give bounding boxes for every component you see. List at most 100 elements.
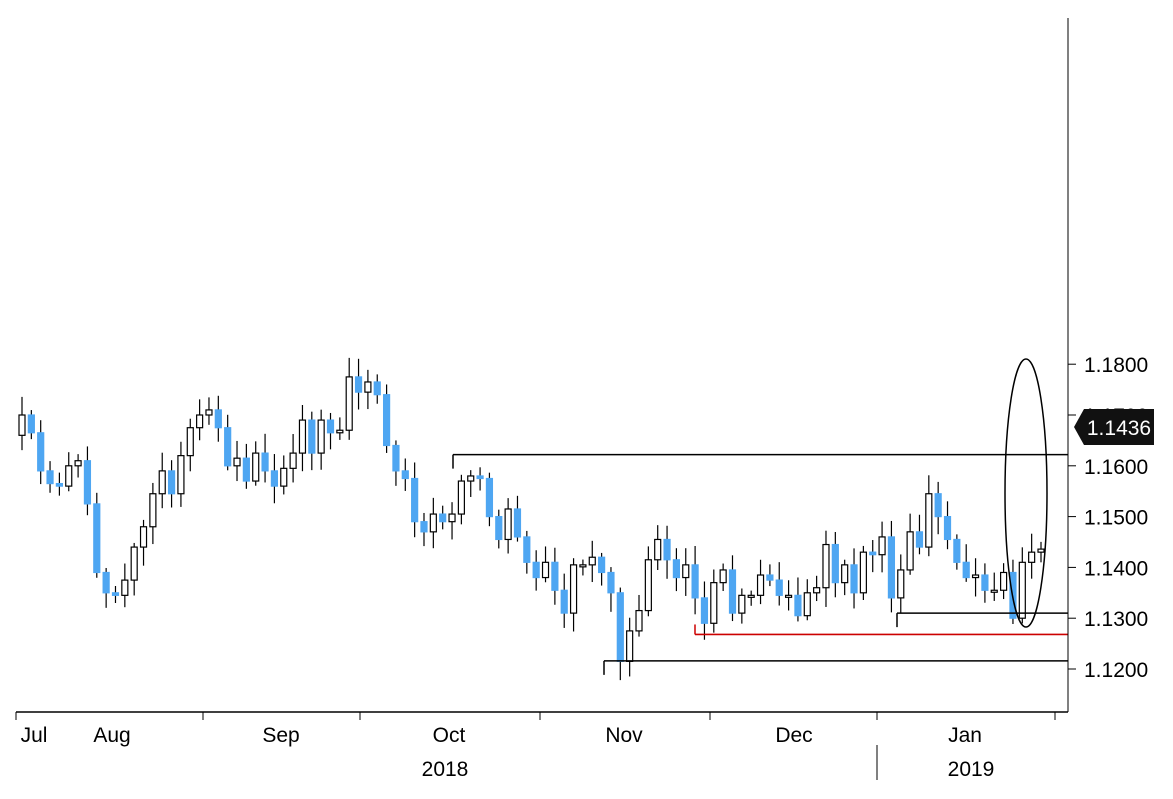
candle-up [813, 587, 821, 594]
candle-up [635, 609, 643, 632]
candle-down [551, 561, 559, 591]
candle-up [878, 536, 886, 556]
candle-down [102, 571, 110, 594]
x-tick-label: Sep [262, 724, 299, 747]
candle-up [1037, 548, 1045, 553]
candle-up [280, 467, 288, 487]
candle-down [46, 470, 54, 485]
candle-down [934, 493, 942, 518]
candle-down [962, 561, 970, 579]
candle-up [784, 594, 793, 598]
candle-down [411, 477, 419, 523]
x-axis: Jul Aug Sep Oct Nov Dec Jan [15, 712, 1056, 747]
candle-up [448, 513, 456, 523]
candle-down [382, 394, 391, 447]
candle-up [74, 460, 82, 467]
level-lines [452, 453, 1068, 675]
candle-up [925, 493, 933, 548]
candle-up [654, 538, 662, 561]
candle-up [1000, 571, 1008, 591]
candle-up [252, 452, 260, 482]
candle-down [887, 536, 896, 599]
candle-down [354, 376, 363, 393]
candle-up [467, 475, 475, 482]
candle-up [738, 594, 746, 614]
candle-down [953, 538, 961, 563]
candle-up [158, 470, 166, 495]
candle-down [167, 470, 176, 495]
candle-down [850, 564, 858, 594]
candle-up [859, 551, 867, 594]
candle-down [392, 444, 400, 472]
candle-down [616, 592, 624, 662]
x-tick-label: Nov [605, 724, 643, 747]
candle-down [766, 574, 774, 581]
candle-up [186, 427, 194, 457]
candle-down [663, 538, 671, 561]
candle-down [401, 470, 409, 480]
candle-down [55, 482, 63, 487]
candle-down [485, 477, 494, 518]
candle-down [513, 508, 522, 538]
candle-up [65, 465, 73, 487]
candle-up [429, 513, 437, 533]
candle-up [682, 564, 690, 579]
candle-up [18, 414, 26, 436]
candle-up [756, 574, 765, 596]
candle-down [242, 457, 250, 482]
x-tick-label: Oct [433, 724, 466, 747]
candle-down [560, 589, 568, 614]
candle-down [439, 513, 447, 523]
candle-up [205, 409, 213, 416]
candle-up [121, 579, 129, 596]
candle-up [196, 414, 204, 429]
y-tick-label: 1.1200 [1084, 659, 1148, 682]
candle-up [504, 508, 512, 541]
candle-up [177, 455, 185, 495]
candle-up [579, 564, 587, 568]
candle-up [803, 592, 811, 617]
y-axis: 1.12001.13001.14001.15001.16001.17001.18… [1068, 354, 1148, 682]
candles-group [18, 357, 1045, 681]
candle-down [598, 556, 606, 574]
candle-down [700, 597, 709, 624]
year-label-2018: 2018 [422, 758, 469, 781]
candle-down [915, 531, 924, 548]
candle-down [532, 561, 540, 579]
candle-down [943, 515, 952, 541]
candle-up [897, 569, 905, 599]
candle-up [710, 582, 718, 624]
candle-down [495, 515, 503, 541]
last-price-tag: 1.1436 [1074, 409, 1154, 445]
candle-up [336, 429, 344, 434]
candle-up [541, 561, 550, 579]
y-tick-label: 1.1500 [1084, 507, 1148, 530]
candle-up [906, 531, 914, 571]
candle-up [719, 569, 727, 584]
candle-up [747, 594, 755, 598]
candle-up [149, 493, 157, 528]
candle-up [233, 457, 241, 467]
candle-down [373, 381, 381, 396]
candle-up [990, 589, 998, 593]
candle-down [728, 569, 737, 614]
x-tick-label: Jul [21, 724, 48, 747]
x-tick-label: Aug [93, 724, 130, 747]
candle-up [841, 564, 849, 584]
candle-down [794, 594, 802, 617]
candle-down [270, 470, 279, 487]
last-price-label: 1.1436 [1087, 417, 1151, 440]
candle-up [1018, 561, 1026, 619]
candle-up [345, 376, 353, 431]
candle-down [691, 564, 699, 599]
candle-down [869, 551, 877, 556]
highlight-ellipse [1004, 358, 1048, 628]
candle-down [476, 475, 484, 480]
candle-down [261, 452, 269, 472]
candle-down [326, 419, 335, 434]
candle-down [224, 427, 232, 467]
x-tick-label: Jan [948, 724, 982, 747]
candle-up [364, 381, 372, 393]
candle-up [569, 564, 578, 614]
